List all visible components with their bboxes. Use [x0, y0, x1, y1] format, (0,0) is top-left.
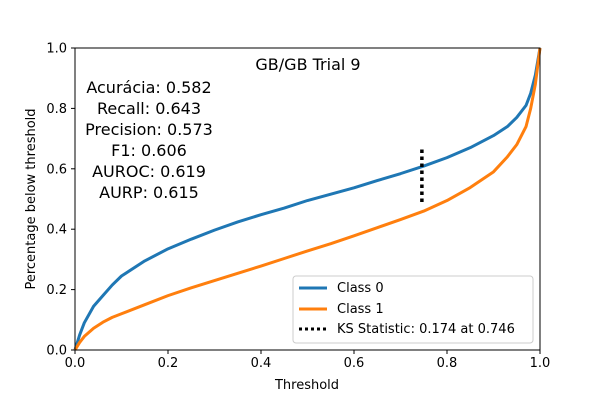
legend-label-class-0: Class 0 [337, 281, 384, 296]
x-tick-label: 0.4 [251, 356, 272, 371]
legend-label-ks: KS Statistic: 0.174 at 0.746 [337, 322, 515, 337]
metric-line: F1: 0.606 [111, 141, 187, 160]
y-tick-label: 1.0 [46, 42, 67, 57]
x-axis-label: Threshold [274, 378, 339, 393]
y-tick-label: 0.8 [46, 102, 67, 117]
metric-line: Recall: 0.643 [97, 99, 201, 118]
plot-series [73, 47, 542, 351]
x-ticks: 0.0 0.2 0.4 0.6 0.8 1.0 [65, 350, 551, 371]
metric-line: Precision: 0.573 [85, 120, 213, 139]
x-tick-label: 0.6 [344, 356, 365, 371]
series-line-class-0 [73, 47, 542, 351]
y-tick-label: 0.0 [46, 344, 67, 359]
y-ticks: 0.0 0.2 0.4 0.6 0.8 1.0 [46, 42, 75, 359]
x-tick-label: 0.2 [158, 356, 179, 371]
x-tick-label: 0.8 [437, 356, 458, 371]
x-tick-label: 0.0 [65, 356, 86, 371]
y-tick-label: 0.6 [46, 162, 67, 177]
x-tick-label: 1.0 [530, 356, 551, 371]
metric-line: AUROC: 0.619 [92, 162, 206, 181]
y-tick-label: 0.2 [46, 283, 67, 298]
chart-title: GB/GB Trial 9 [255, 55, 360, 74]
legend-label-class-1: Class 1 [337, 302, 384, 317]
legend-frame [292, 275, 534, 344]
metric-line: Acurácia: 0.582 [86, 78, 211, 97]
metric-line: AURP: 0.615 [99, 183, 199, 202]
plot-frame [74, 47, 541, 351]
legend: Class 0 Class 1 KS Statistic: 0.174 at 0… [292, 275, 534, 344]
series-line-class-1 [73, 47, 542, 351]
y-tick-label: 0.4 [46, 223, 67, 238]
y-axis-label: Percentage below threshold [24, 108, 39, 289]
metrics-box: Acurácia: 0.582 Recall: 0.643 Precision: 0… [85, 78, 213, 202]
